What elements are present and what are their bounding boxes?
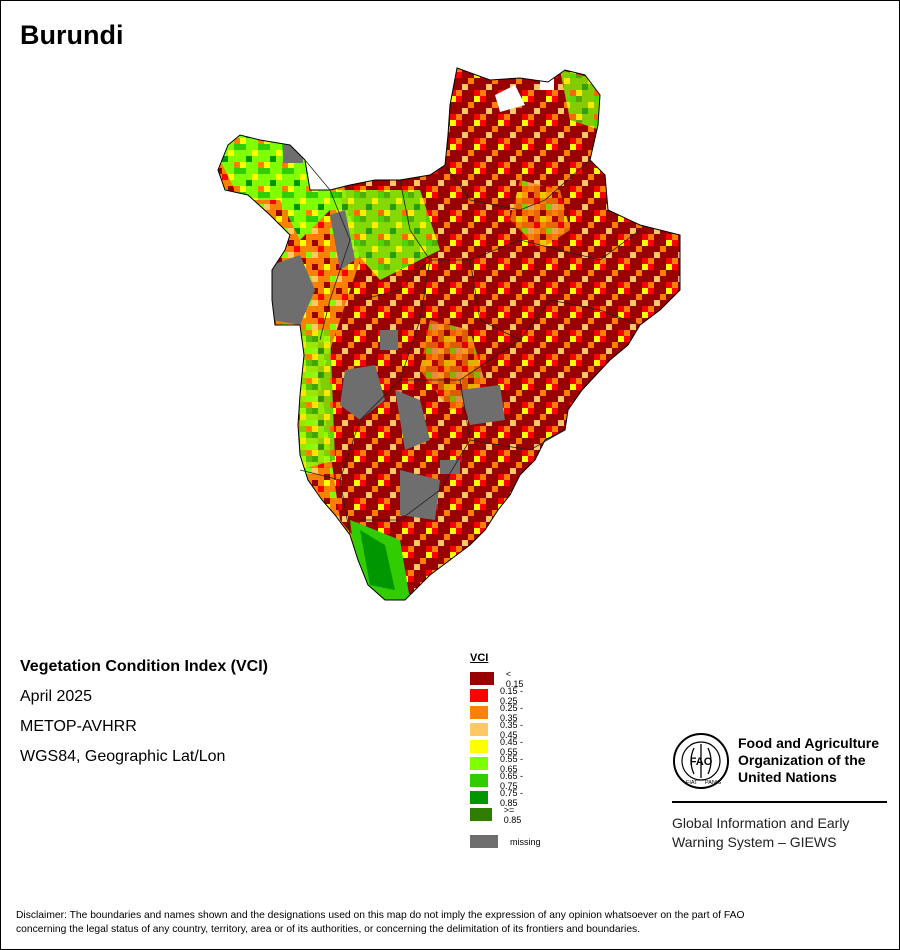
legend-item: 0.65 - 0.75 xyxy=(470,771,528,791)
legend-title: VCI xyxy=(470,652,489,664)
legend-swatch xyxy=(470,757,488,770)
legend-item-missing: missing xyxy=(470,835,541,848)
map-title: Burundi xyxy=(20,20,124,50)
legend-label: >= 0.85 xyxy=(503,804,522,825)
org-line-3: United Nations xyxy=(738,769,837,785)
legend-item: 0.25 - 0.35 xyxy=(470,703,528,723)
legend-item: 0.15 - 0.25 xyxy=(470,686,528,706)
legend-label: 0.15 - 0.25 xyxy=(499,685,523,706)
legend-label: 0.55 - 0.65 xyxy=(499,753,523,774)
legend-swatch xyxy=(470,774,488,787)
logo-motto-left: FIAT xyxy=(686,780,698,786)
legend-swatch xyxy=(470,723,488,736)
disclaimer-line-1: Disclaimer: The boundaries and names sho… xyxy=(16,910,745,921)
projection: WGS84, Geographic Lat/Lon xyxy=(20,748,226,765)
legend-label: 0.45 - 0.55 xyxy=(499,736,523,757)
logo-motto-right: PANIS xyxy=(705,780,721,786)
legend-item: 0.45 - 0.55 xyxy=(470,737,528,757)
giews-name: Global Information and Early Warning Sys… xyxy=(672,814,849,852)
legend-label: 0.25 - 0.35 xyxy=(499,702,523,723)
legend-label: 0.35 - 0.45 xyxy=(499,719,523,740)
legend-label: 0.75 - 0.85 xyxy=(499,787,523,808)
legend-swatch xyxy=(470,740,488,753)
org-line-1: Food and Agriculture xyxy=(738,735,880,751)
legend-swatch xyxy=(470,672,494,685)
legend-swatch xyxy=(470,689,488,702)
fao-logo: FAO FIAT PANIS xyxy=(673,733,729,789)
giews-line-1: Global Information and Early xyxy=(672,815,850,831)
legend-label: < 0.15 xyxy=(505,668,524,689)
legend-item: >= 0.85 xyxy=(470,805,528,825)
legend-item: 0.55 - 0.65 xyxy=(470,754,528,774)
country-map xyxy=(217,67,681,601)
disclaimer-line-2: concerning the legal status of any count… xyxy=(16,924,641,935)
divider xyxy=(672,801,887,803)
organization-name: Food and Agriculture Organization of the… xyxy=(738,735,879,786)
legend-swatch xyxy=(470,791,488,804)
vci-legend: VCI < 0.15 0.15 - 0.25 0.25 - 0.35 0.35 - 0… xyxy=(470,652,541,848)
logo-letters: FAO xyxy=(690,756,713,768)
index-name: Vegetation Condition Index (VCI) xyxy=(20,658,268,675)
disclaimer: Disclaimer: The boundaries and names sho… xyxy=(16,909,886,937)
sensor-name: METOP-AVHRR xyxy=(20,718,137,735)
giews-line-2: Warning System – GIEWS xyxy=(672,834,837,850)
legend-swatch xyxy=(470,706,488,719)
map-date: April 2025 xyxy=(20,688,93,705)
map-info: Vegetation Condition Index (VCI) April 2… xyxy=(20,656,268,776)
legend-item: 0.35 - 0.45 xyxy=(470,720,528,740)
legend-item: 0.75 - 0.85 xyxy=(470,788,528,808)
legend-label-missing: missing xyxy=(510,836,541,847)
legend-label: 0.65 - 0.75 xyxy=(499,770,523,791)
org-line-2: Organization of the xyxy=(738,752,866,768)
legend-swatch xyxy=(470,808,492,821)
legend-swatch-missing xyxy=(470,835,498,848)
legend-item: < 0.15 xyxy=(470,669,528,689)
